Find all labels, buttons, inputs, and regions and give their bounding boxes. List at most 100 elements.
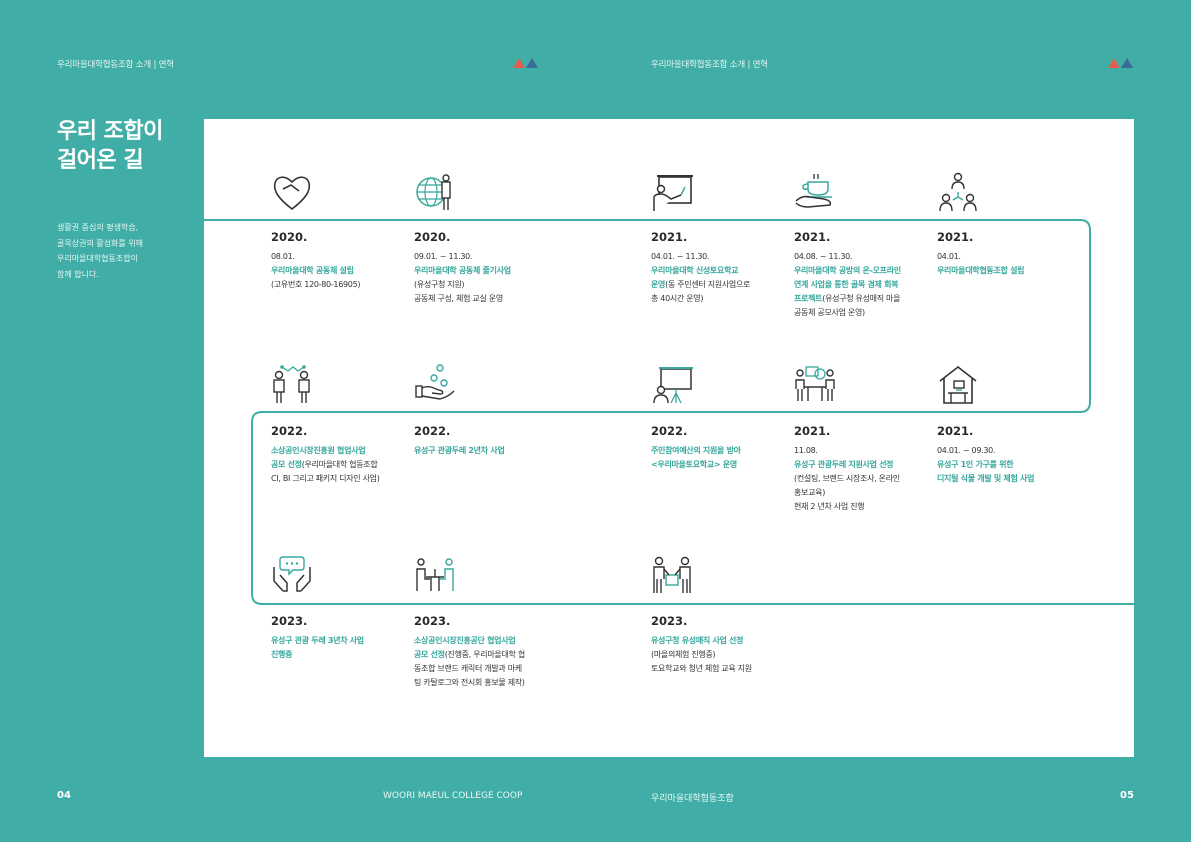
entry-line: 04.08. ~ 11.30.: [794, 250, 932, 264]
entry-line: 홍보교육): [794, 486, 932, 500]
entry-highlight: 유성구 관광두레 2년차 사업: [414, 446, 505, 455]
entry-highlight: 우리마을대학 공동체 설립: [271, 266, 354, 275]
timeline-entry: 2021. 11.08. 유성구 관광두레 지원사업 선정 (컨설팅, 브랜드 시장조…: [794, 424, 932, 514]
entry-text: 04.01.: [937, 252, 961, 261]
entry-line: 유성구 1인 가구를 위한: [937, 458, 1075, 472]
entry-line: 우리마을대학 공동체 줄기사업: [414, 264, 552, 278]
entry-text: 04.01. ~ 11.30.: [651, 252, 710, 261]
table-meeting-icon: [414, 553, 456, 595]
entry-text: 팅 카탈로그와 전시회 홍보물 제작): [414, 678, 525, 687]
entry-line: 11.08.: [794, 444, 932, 458]
entry-highlight: 소상공인시장진흥공단 협업사업: [414, 636, 516, 645]
entry-line: 운영(동 주민센터 지원사업으로: [651, 278, 789, 292]
entry-line: 공동체 공모사업 운영): [794, 306, 932, 320]
entry-text: (고유번호 120-80-16905): [271, 280, 361, 289]
entry-line: 진행중: [271, 648, 409, 662]
timeline-entry: 2021. 04.01. 우리마을대학협동조합 설립: [937, 230, 1075, 278]
entry-line: 우리마을대학 신성토요학교: [651, 264, 789, 278]
timeline-entry: 2022. 유성구 관광두레 2년차 사업: [414, 424, 552, 458]
entry-highlight: 우리마을대학 공방의 온-오프라인: [794, 266, 901, 275]
triangle-red-icon: [513, 58, 525, 68]
network-people-icon: [937, 171, 979, 213]
entry-line: 토요학교와 청년 체험 교육 지원: [651, 662, 789, 676]
entry-highlight: 유성구 1인 가구를 위한: [937, 460, 1014, 469]
entry-line: (고유번호 120-80-16905): [271, 278, 409, 292]
entry-highlight: 주민참여예산의 지원을 받아: [651, 446, 741, 455]
entry-line: 팅 카탈로그와 전시회 홍보물 제작): [414, 676, 552, 690]
header-right: 우리마을대학협동조합 소개 | 연혁: [651, 60, 768, 70]
people-exchange-icon: [651, 553, 693, 595]
entry-highlight: 유성구 관광두레 지원사업 선정: [794, 460, 894, 469]
entry-text: (동 주민센터 지원사업으로: [665, 280, 751, 289]
entry-text: CI, BI 그리고 패키지 디자인 사업): [271, 474, 380, 483]
title-line: 우리 조합이: [57, 119, 163, 144]
entry-highlight: 프로젝트: [794, 294, 823, 303]
footer-left-text: WOORI MAEUL COLLEGE COOP: [383, 791, 523, 801]
entry-highlight: 소상공인시장진흥원 협업사업: [271, 446, 366, 455]
entry-line: 유성구 관광 두레 3년차 사업: [271, 634, 409, 648]
entry-year: 2020.: [414, 230, 451, 244]
entry-line: 동조합 브랜드 캐릭터 개발과 마케: [414, 662, 552, 676]
entry-highlight: 운영: [651, 280, 666, 289]
entry-line: CI, BI 그리고 패키지 디자인 사업): [271, 472, 409, 486]
entry-text: 09.01. ~ 11.30.: [414, 252, 473, 261]
entry-text: 04.01. ~ 09.30.: [937, 446, 996, 455]
entry-line: 유성구 관광두레 지원사업 선정: [794, 458, 932, 472]
hands-speech-icon: [271, 553, 313, 595]
entry-line: (컨설팅, 브랜드 시장조사, 온라인: [794, 472, 932, 486]
intro-line: 생활권 중심의 평생학습,: [57, 223, 139, 232]
entry-highlight: 우리마을대학 공동체 줄기사업: [414, 266, 511, 275]
entry-text: 04.08. ~ 11.30.: [794, 252, 853, 261]
entry-text: 토요학교와 청년 체험 교육 지원: [651, 664, 752, 673]
meeting-icon: [794, 363, 836, 405]
entry-year: 2022.: [271, 424, 308, 438]
entry-year: 2023.: [651, 614, 688, 628]
collaboration-icon: [271, 363, 313, 405]
entry-line: (유성구청 지원): [414, 278, 552, 292]
entry-text: (우리마을대학 협동조합: [301, 460, 378, 469]
timeline-entry: 2020. 09.01. ~ 11.30. 우리마을대학 공동체 줄기사업 (유성구청…: [414, 230, 552, 306]
entry-text: 현재 2 년차 사업 진행: [794, 502, 865, 511]
page-title: 우리 조합이 걸어온 길: [57, 117, 163, 175]
intro-line: 골목상권의 활성화를 위해: [57, 238, 144, 248]
entry-line: 우리마을대학 공동체 설립: [271, 264, 409, 278]
entry-year: 2023.: [271, 614, 308, 628]
entry-line: 공모 선정(진행중, 우리마을대학 협: [414, 648, 552, 662]
entry-year: 2022.: [414, 424, 451, 438]
entry-year: 2021.: [794, 424, 831, 438]
entry-text: 동조합 브랜드 캐릭터 개발과 마케: [414, 664, 522, 673]
entry-highlight: 연계 사업을 통한 골목 경제 회복: [794, 280, 899, 289]
entry-highlight: 디지털 식물 개발 및 체험 사업: [937, 474, 1035, 483]
coffee-hand-icon: [794, 171, 836, 213]
triangle-red-icon: [1108, 58, 1120, 68]
entry-text: (유성구청 유성매직 마을: [822, 294, 901, 303]
entry-line: 프로젝트(유성구청 유성매직 마을: [794, 292, 932, 306]
entry-line: 09.01. ~ 11.30.: [414, 250, 552, 264]
entry-year: 2021.: [937, 230, 974, 244]
triangle-blue-icon: [1121, 58, 1133, 68]
entry-line: 소상공인시장진흥공단 협업사업: [414, 634, 552, 648]
entry-highlight: 유성구 관광 두레 3년차 사업: [271, 636, 364, 645]
entry-line: 04.01. ~ 11.30.: [651, 250, 789, 264]
entry-year: 2021.: [794, 230, 831, 244]
entry-text: 공동체 구성, 체험 교실 운영: [414, 294, 503, 303]
entry-line: 공동체 구성, 체험 교실 운영: [414, 292, 552, 306]
intro-line: 함께 합니다.: [57, 269, 99, 279]
globe-person-icon: [414, 171, 456, 213]
entry-line: 현재 2 년차 사업 진행: [794, 500, 932, 514]
entry-highlight: 우리마을대학 신성토요학교: [651, 266, 739, 275]
header-left: 우리마을대학협동조합 소개 | 연혁: [57, 60, 174, 70]
entry-highlight: 유성구청 유성매직 사업 선정: [651, 636, 744, 645]
intro-text: 생활권 중심의 평생학습, 골목상권의 활성화를 위해 우리마을대학협동조합이 …: [57, 220, 143, 282]
entry-year: 2022.: [651, 424, 688, 438]
handshake-heart-icon: [271, 171, 313, 213]
footer-right-text: 우리마을대학협동조합: [651, 794, 734, 804]
entry-line: 주민참여예산의 지원을 받아: [651, 444, 789, 458]
entry-highlight: 공모 선정: [271, 460, 302, 469]
entry-line: 08.01.: [271, 250, 409, 264]
timeline-entry: 2022. 주민참여예산의 지원을 받아 <우리마을토요학교> 운영: [651, 424, 789, 472]
entry-line: (마을의체험 진행중): [651, 648, 789, 662]
intro-line: 우리마을대학협동조합이: [57, 254, 138, 263]
